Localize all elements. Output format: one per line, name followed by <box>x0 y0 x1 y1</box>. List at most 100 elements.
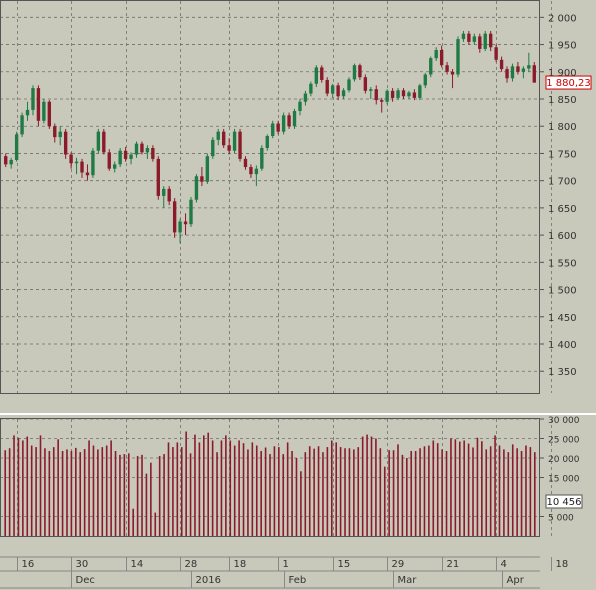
candle[interactable] <box>423 72 427 89</box>
candle[interactable] <box>358 63 362 80</box>
candle[interactable] <box>260 145 264 171</box>
candle[interactable] <box>221 128 226 148</box>
candle[interactable] <box>532 61 536 83</box>
candle[interactable] <box>439 45 444 68</box>
candle[interactable] <box>194 174 199 203</box>
candle[interactable] <box>118 148 122 168</box>
candle[interactable] <box>211 137 215 159</box>
candle[interactable] <box>412 89 417 101</box>
candle[interactable] <box>434 47 438 61</box>
candle[interactable] <box>58 126 62 146</box>
candle[interactable] <box>374 85 378 105</box>
candle[interactable] <box>325 77 329 97</box>
candle[interactable] <box>276 120 280 135</box>
candle[interactable] <box>488 30 493 52</box>
candle[interactable] <box>330 83 335 98</box>
candle[interactable] <box>183 213 188 236</box>
price-candles[interactable] <box>4 30 536 244</box>
candle[interactable] <box>494 44 498 62</box>
candle[interactable] <box>385 89 389 105</box>
candle[interactable] <box>396 88 400 101</box>
candle[interactable] <box>140 141 144 155</box>
candle[interactable] <box>123 146 128 162</box>
candle[interactable] <box>129 152 133 165</box>
candle[interactable] <box>521 66 526 79</box>
candle[interactable] <box>145 145 150 159</box>
candle[interactable] <box>172 198 177 238</box>
candle[interactable] <box>53 123 57 143</box>
candle[interactable] <box>243 156 248 170</box>
candle[interactable] <box>363 74 368 94</box>
volume-bars[interactable] <box>4 431 536 536</box>
candle[interactable] <box>107 149 111 171</box>
candle[interactable] <box>42 99 46 124</box>
candle[interactable] <box>352 63 357 82</box>
candle[interactable] <box>63 128 68 159</box>
candle[interactable] <box>336 82 340 101</box>
candle[interactable] <box>429 56 433 78</box>
candle[interactable] <box>483 30 487 52</box>
candle[interactable] <box>287 112 291 129</box>
candle[interactable] <box>25 101 30 121</box>
candle[interactable] <box>178 218 182 244</box>
candle[interactable] <box>20 112 24 138</box>
candle[interactable] <box>4 153 8 168</box>
candle[interactable] <box>102 128 106 155</box>
candle[interactable] <box>456 36 460 78</box>
candle[interactable] <box>14 131 19 162</box>
candle[interactable] <box>189 197 193 227</box>
candle[interactable] <box>36 85 41 127</box>
candle[interactable] <box>450 69 455 89</box>
candle[interactable] <box>232 128 237 154</box>
candle[interactable] <box>292 108 297 129</box>
candle[interactable] <box>380 97 384 113</box>
candle[interactable] <box>461 30 466 42</box>
candle[interactable] <box>527 52 531 72</box>
candle[interactable] <box>390 88 395 102</box>
candle[interactable] <box>347 77 351 93</box>
candle[interactable] <box>254 165 259 187</box>
candle[interactable] <box>472 33 477 45</box>
candle[interactable] <box>510 63 515 82</box>
candle[interactable] <box>369 87 373 99</box>
candle[interactable] <box>418 83 422 101</box>
candle[interactable] <box>113 161 117 173</box>
candle[interactable] <box>205 153 210 184</box>
candle[interactable] <box>298 99 302 116</box>
candle[interactable] <box>271 120 275 139</box>
candle[interactable] <box>96 128 101 154</box>
candle[interactable] <box>309 81 313 97</box>
candle[interactable] <box>265 134 269 151</box>
candle[interactable] <box>401 88 406 99</box>
candle[interactable] <box>134 141 139 158</box>
candle[interactable] <box>499 56 504 72</box>
candle[interactable] <box>216 128 220 146</box>
candle[interactable] <box>47 100 52 129</box>
candle[interactable] <box>162 186 166 208</box>
candle[interactable] <box>303 90 308 106</box>
candle[interactable] <box>249 164 253 178</box>
candle[interactable] <box>478 33 482 53</box>
candle[interactable] <box>320 65 324 83</box>
candle[interactable] <box>341 88 346 99</box>
candle[interactable] <box>200 167 204 187</box>
candle[interactable] <box>281 112 286 135</box>
candle[interactable] <box>407 90 411 99</box>
candle[interactable] <box>156 156 160 200</box>
candle[interactable] <box>91 148 95 178</box>
candle[interactable] <box>314 65 319 88</box>
candle[interactable] <box>151 145 155 162</box>
candle[interactable] <box>467 30 471 45</box>
candle[interactable] <box>31 85 35 116</box>
candle[interactable] <box>167 186 171 206</box>
candle[interactable] <box>445 61 449 75</box>
candle[interactable] <box>227 138 231 155</box>
candle[interactable] <box>516 61 520 75</box>
candle[interactable] <box>74 157 79 175</box>
candle[interactable] <box>80 158 84 178</box>
candle[interactable] <box>85 164 90 181</box>
candle[interactable] <box>238 128 242 162</box>
candle[interactable] <box>505 66 509 83</box>
candle[interactable] <box>9 157 13 169</box>
